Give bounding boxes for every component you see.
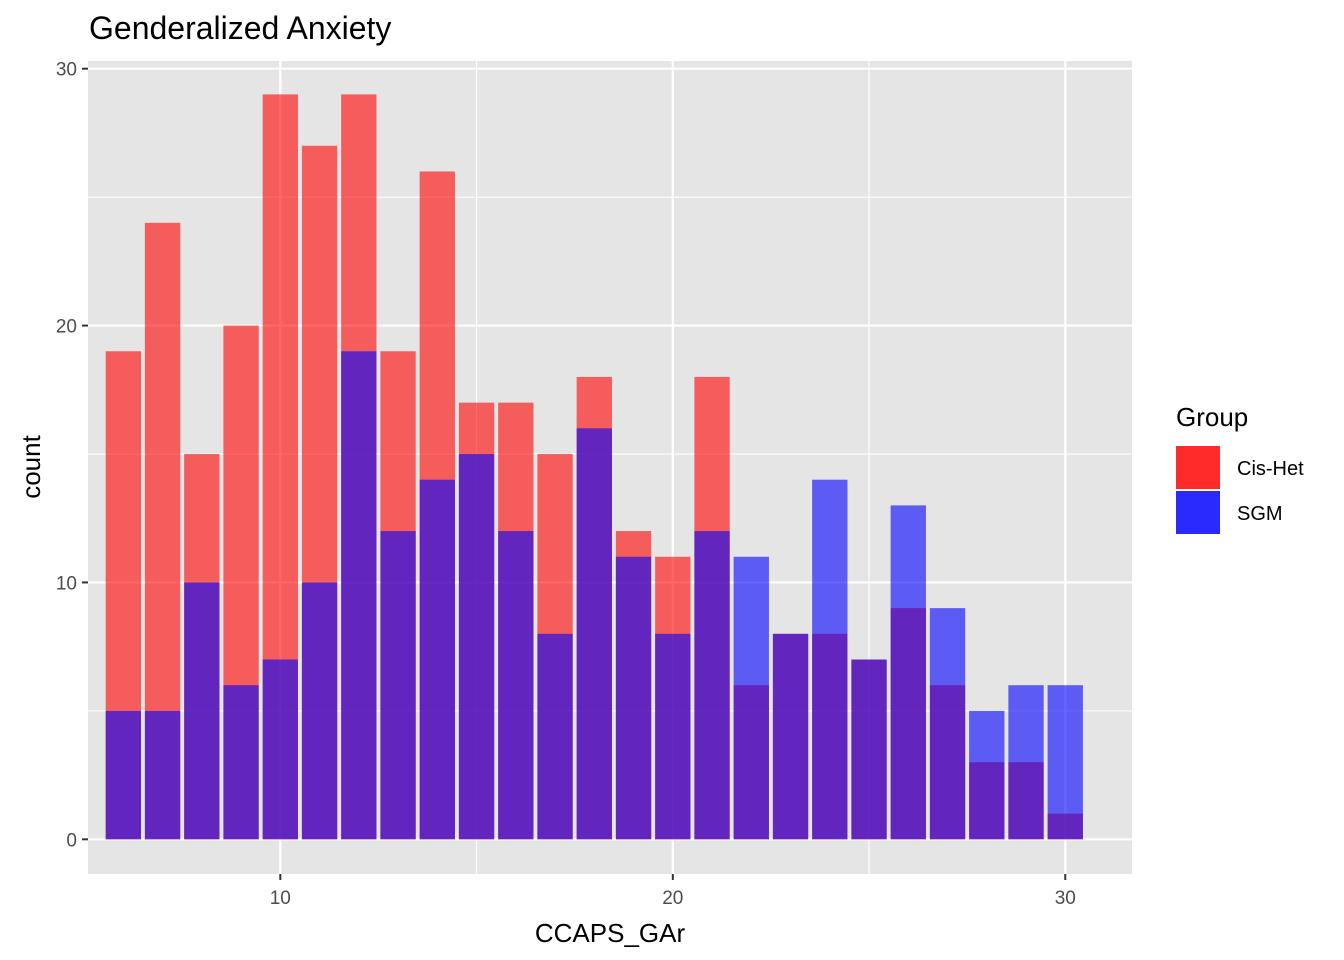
bar-sgm-8 [184,582,220,840]
x-tick-label: 10 [270,888,291,909]
chart-title: Genderalized Anxiety [89,10,391,46]
bar-sgm-6 [105,710,141,840]
bar-sgm-28 [969,710,1005,840]
legend-label-sgm: SGM [1237,503,1283,525]
legend-key-sgm [1176,491,1220,534]
x-axis-label: CCAPS_GAr [535,918,686,948]
legend: Group Cis-Het SGM [1176,402,1304,534]
bar-sgm-23 [772,633,809,840]
bar-sgm-17 [537,633,573,840]
bar-sgm-25 [851,659,887,840]
y-tick-label: 10 [56,573,77,594]
bar-sgm-7 [144,710,181,840]
y-axis-label: count [16,434,46,498]
bar-sgm-14 [419,479,455,840]
bar-sgm-16 [498,531,534,840]
legend-label-cis-het: Cis-Het [1237,458,1304,480]
bar-sgm-9 [223,685,259,840]
y-tick-label: 0 [66,830,77,851]
bar-sgm-11 [301,582,338,840]
bar-sgm-24 [812,479,848,840]
y-tick-label: 30 [56,60,77,81]
bar-sgm-27 [929,608,966,840]
bar-sgm-13 [380,531,416,840]
bar-sgm-30 [1047,685,1083,840]
bar-sgm-10 [262,659,298,840]
bars [105,94,1083,840]
y-tick-label: 20 [56,317,77,338]
bar-sgm-19 [615,556,652,840]
x-tick-label: 20 [662,888,683,909]
bar-sgm-22 [733,556,769,840]
bar-sgm-20 [655,633,691,840]
bar-sgm-26 [890,505,926,840]
axes: 0 10 20 30 10 20 30 [56,60,1076,909]
bar-sgm-18 [576,428,612,840]
bar-sgm-15 [458,454,495,840]
legend-title: Group [1176,402,1248,432]
legend-key-cis-het [1176,446,1220,489]
x-tick-label: 30 [1055,888,1076,909]
bar-sgm-12 [341,351,377,840]
bar-sgm-29 [1008,685,1044,840]
bar-sgm-21 [694,531,730,840]
